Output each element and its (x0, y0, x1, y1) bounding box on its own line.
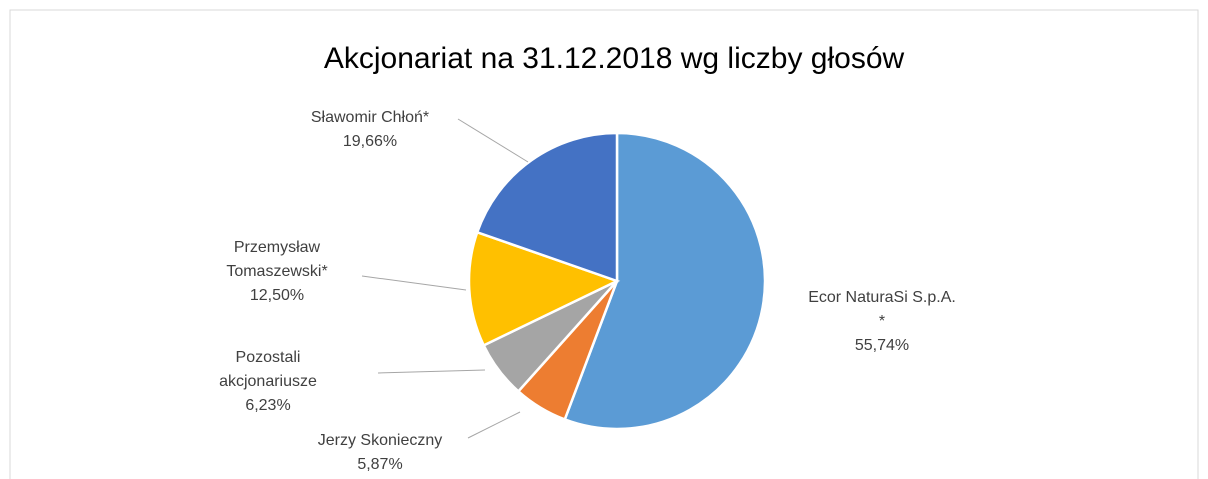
pie-slice (475, 131, 619, 283)
leader-line (361, 275, 467, 291)
chart-title: Akcjonariat na 31.12.2018 wg liczby głos… (324, 42, 905, 75)
leader-line (377, 369, 486, 374)
slice-name: Ecor NaturaSi S.p.A. * (808, 289, 956, 330)
slice-value: 12,50% (249, 287, 305, 304)
slice-value: 5,87% (357, 456, 403, 473)
slice-name: Przemysław Tomaszewski* (226, 239, 328, 280)
pie-slice (467, 230, 621, 348)
slice-value: 55,74% (854, 337, 910, 354)
data-label: Jerzy Skonieczny 5,87% (318, 429, 443, 477)
slice-name: Sławomir Chłoń* (310, 109, 430, 126)
slice-name: Jerzy Skonieczny (317, 432, 443, 449)
slice-name: Pozostali akcjonariusze (219, 349, 317, 390)
leader-line (457, 118, 529, 163)
slice-value: 6,23% (245, 397, 291, 414)
data-label: Pozostali akcjonariusze 6,23% (193, 346, 343, 418)
leader-line (467, 411, 521, 439)
data-label: Ecor NaturaSi S.p.A. * 55,74% (807, 286, 957, 358)
slice-value: 19,66% (342, 133, 398, 150)
data-label: Sławomir Chłoń* 19,66% (311, 106, 429, 154)
data-label: Przemysław Tomaszewski* 12,50% (202, 236, 352, 308)
pie-slice (563, 131, 767, 431)
